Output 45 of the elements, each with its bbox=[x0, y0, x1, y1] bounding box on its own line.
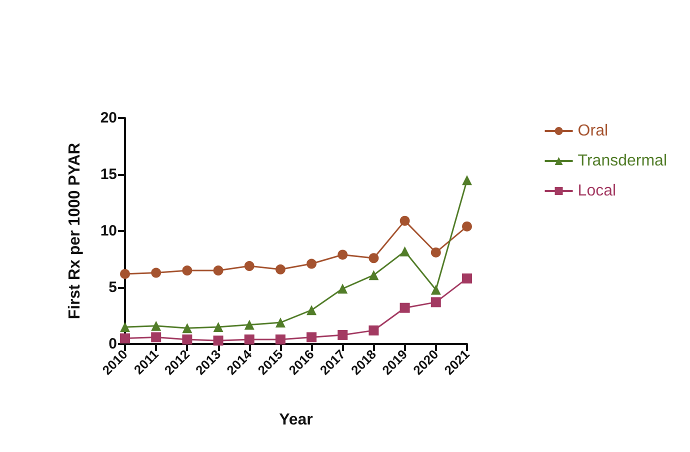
y-tick-label: 0 bbox=[108, 336, 117, 352]
y-tick-label: 20 bbox=[100, 110, 117, 126]
point bbox=[400, 302, 410, 313]
point bbox=[400, 216, 410, 226]
point bbox=[275, 334, 286, 344]
point bbox=[120, 268, 130, 279]
point bbox=[368, 270, 379, 280]
y-tick-label: 5 bbox=[108, 279, 117, 296]
point bbox=[182, 323, 192, 334]
point bbox=[368, 253, 379, 264]
point bbox=[400, 246, 410, 256]
y-tick-label: 10 bbox=[100, 222, 117, 240]
point bbox=[244, 334, 254, 344]
point bbox=[182, 266, 192, 276]
point bbox=[151, 268, 162, 278]
point bbox=[151, 332, 162, 342]
point bbox=[244, 261, 254, 272]
point bbox=[306, 305, 317, 316]
point bbox=[430, 247, 441, 258]
legend-label: Oral bbox=[578, 122, 608, 140]
point bbox=[430, 284, 441, 295]
x-axis-title: Year bbox=[279, 412, 313, 428]
point bbox=[244, 320, 254, 330]
point bbox=[120, 322, 130, 332]
point bbox=[368, 325, 379, 336]
point bbox=[462, 175, 472, 186]
legend-label: Local bbox=[578, 182, 616, 200]
point bbox=[213, 322, 224, 332]
point bbox=[306, 258, 317, 269]
point bbox=[151, 320, 162, 331]
point bbox=[338, 284, 348, 294]
point bbox=[213, 266, 224, 276]
point bbox=[213, 336, 224, 346]
point bbox=[338, 250, 348, 260]
point bbox=[182, 334, 192, 344]
y-axis-title: First Rx per 1000 PYAR bbox=[66, 142, 84, 320]
point bbox=[462, 221, 472, 232]
y-tick-label: 15 bbox=[100, 166, 117, 183]
point bbox=[275, 318, 286, 328]
legend-label: Transdermal bbox=[578, 152, 668, 170]
point bbox=[275, 264, 286, 274]
point bbox=[306, 332, 317, 342]
point bbox=[430, 297, 441, 308]
point bbox=[338, 330, 348, 340]
point bbox=[462, 273, 472, 284]
